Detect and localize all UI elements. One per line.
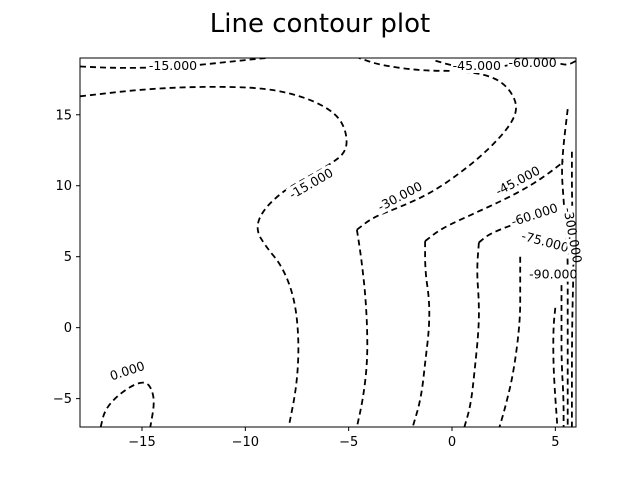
contour-line [411, 241, 431, 427]
contour-label-background [451, 58, 502, 73]
contour-line [356, 229, 369, 427]
contour-label-background [528, 266, 579, 282]
y-tick-label: 5 [64, 250, 72, 265]
contour-label-text: -60.000 [509, 200, 560, 229]
y-axis: −5 0 5 10 15 [53, 108, 80, 407]
contour-label-text: -75.000 [520, 228, 571, 255]
contour-label-text: -90.000 [529, 267, 577, 282]
contour-label-background [106, 357, 148, 384]
contour-label-text: -15.000 [286, 165, 335, 202]
contour-label-text: -300.000 [561, 206, 586, 264]
contour-line [424, 160, 565, 242]
contour-label-background [508, 199, 561, 230]
y-tick-label: −5 [53, 392, 72, 407]
contour-line [99, 381, 155, 427]
contour-label-background [507, 55, 558, 71]
y-tick-label: 15 [55, 108, 72, 123]
contour-label-background [374, 177, 426, 215]
contour-label-text: -45.000 [453, 58, 501, 73]
contour-line [463, 242, 480, 427]
contour-line [498, 256, 522, 427]
y-tick-label: 10 [55, 179, 72, 194]
contour-label: -15.000 [147, 58, 199, 73]
contour-line [571, 151, 575, 427]
x-tick-label: 5 [551, 435, 559, 450]
y-tick-label: 0 [64, 321, 72, 336]
contour-line [80, 85, 348, 427]
contour-label-text: 0.000 [108, 358, 147, 383]
contour-label-text: -60.000 [508, 55, 556, 70]
contour-label: -30.000 [374, 177, 426, 215]
contour-label-text: -15.000 [149, 58, 197, 73]
contour-label-background [147, 58, 199, 73]
x-tick-label: −10 [232, 435, 259, 450]
chart-title: Line contour plot [210, 9, 431, 39]
x-axis: −15 −10 −5 0 5 [128, 427, 559, 450]
contour-label-background [491, 162, 544, 200]
contour-label: -75.000 [519, 227, 572, 256]
contour-label-background [519, 227, 572, 256]
contour-label: -60.000 [508, 199, 561, 230]
contour-label: -90.000 [528, 266, 579, 282]
x-tick-label: 0 [448, 435, 456, 450]
x-tick-label: −5 [339, 435, 358, 450]
contour-label: -60.000 [507, 55, 558, 71]
plot-frame [79, 57, 577, 428]
contour-labels: 0.000-15.000-15.000 -30.000-45.000-45.000… [106, 55, 586, 384]
contour-label: -45.000 [451, 58, 502, 73]
contour-lines [80, 58, 576, 427]
contour-label: -300.000 [560, 205, 586, 266]
contour-line [552, 307, 559, 427]
contour-label-text: -30.000 [375, 178, 425, 214]
contour-line [560, 285, 565, 427]
x-tick-label: −15 [128, 435, 155, 450]
contour-label: -15.000 [285, 164, 337, 203]
contour-label-background [285, 164, 337, 203]
contour-label-background [560, 205, 586, 266]
contour-label: 0.000 [106, 357, 148, 384]
